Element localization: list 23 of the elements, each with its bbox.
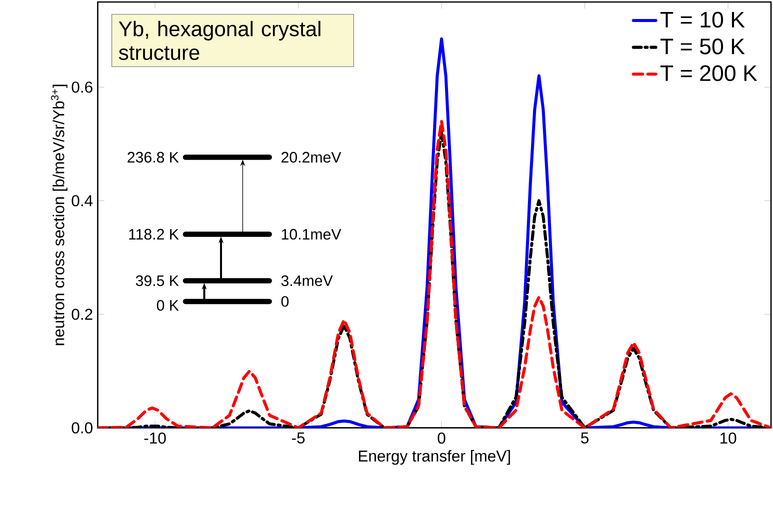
annotation: 10.1meV bbox=[282, 229, 342, 240]
annotation: 236.8 K bbox=[128, 152, 179, 163]
legend-label: T = 200 K bbox=[660, 65, 758, 82]
text: Yb, hexagonal crystal structure bbox=[118, 21, 320, 60]
annotation: 3.4meV bbox=[281, 275, 333, 286]
legend-label: T = 10 K bbox=[660, 12, 745, 28]
y-tick-label: 0.4 bbox=[72, 195, 93, 206]
legend-label: T = 50 K bbox=[660, 38, 745, 54]
x-tick-label: 0 bbox=[438, 432, 446, 444]
annotation: 0 bbox=[281, 296, 289, 307]
annotation: 39.5 K bbox=[136, 275, 179, 286]
x-tick-label: -10 bbox=[144, 432, 166, 444]
x-tick-label: 10 bbox=[720, 432, 736, 444]
x-axis-title: Energy transfer [meV] bbox=[358, 450, 510, 465]
y-axis-title: neutron cross section [b/meV/sr/Yb$^{3+}$] bbox=[51, 84, 68, 346]
y-tick-label: 0.2 bbox=[72, 308, 92, 320]
annotation: 20.2meV bbox=[282, 152, 342, 163]
y-tick-label: 0.6 bbox=[72, 82, 92, 93]
annotation: 0 K bbox=[156, 300, 179, 311]
y-tick-label: 0.0 bbox=[72, 422, 92, 434]
annotation: 118.2 K bbox=[129, 229, 179, 240]
x-tick-label: 5 bbox=[581, 432, 589, 444]
x-tick-label: -5 bbox=[292, 432, 305, 444]
